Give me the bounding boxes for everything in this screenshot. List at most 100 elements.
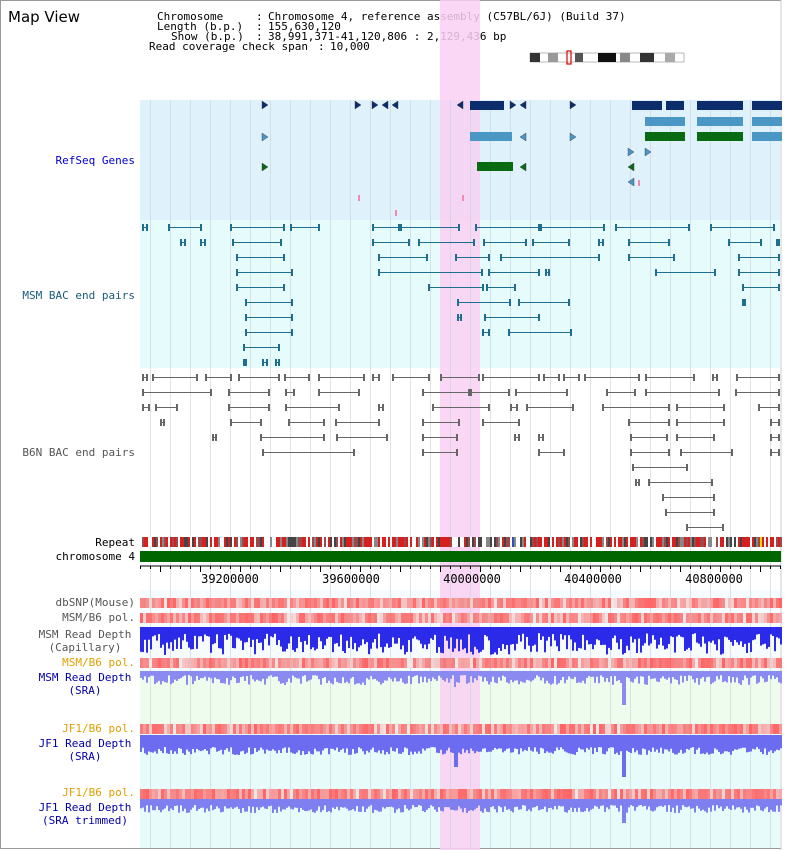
repeat-block xyxy=(662,537,664,547)
depth-bar xyxy=(240,799,242,813)
polymorphism-cell xyxy=(677,658,680,668)
polymorphism-cell xyxy=(662,613,665,623)
polymorphism-cell xyxy=(746,658,749,668)
polymorphism-cell xyxy=(725,658,728,668)
bac-end xyxy=(428,284,430,291)
polymorphism-cell xyxy=(197,724,200,734)
depth-bar xyxy=(556,671,558,685)
polymorphism-cell xyxy=(356,789,359,799)
polymorphism-cell xyxy=(362,598,365,608)
b6n-bac-label[interactable]: B6N BAC end pairs xyxy=(22,446,135,459)
polymorphism-cell xyxy=(683,724,686,734)
bac-end xyxy=(718,389,720,396)
polymorphism-cell xyxy=(389,613,392,623)
gene-marker xyxy=(638,180,640,186)
depth-bar xyxy=(722,735,724,754)
repeat-block xyxy=(174,537,176,547)
depth-bar xyxy=(392,627,394,638)
depth-bar xyxy=(350,799,352,811)
polymorphism-cell xyxy=(461,724,464,734)
bac-end xyxy=(291,299,293,306)
depth-bar xyxy=(680,671,682,676)
depth-bar xyxy=(416,671,418,676)
depth-bar xyxy=(266,671,268,679)
bac-end xyxy=(293,389,295,396)
depth-bar xyxy=(550,799,552,808)
repeat-block xyxy=(380,537,382,547)
polymorphism-cell xyxy=(422,598,425,608)
refseq-genes-track[interactable] xyxy=(261,100,782,216)
polymorphism-cell xyxy=(398,724,401,734)
polymorphism-cell xyxy=(332,598,335,608)
polymorphism-cell xyxy=(635,724,638,734)
polymorphism-strips[interactable] xyxy=(140,598,782,799)
depth-bar xyxy=(564,671,566,684)
depth-bar xyxy=(524,799,526,806)
polymorphism-cell xyxy=(707,598,710,608)
depth-bar xyxy=(554,799,556,807)
depth-bar xyxy=(294,735,296,754)
depth-bar xyxy=(160,671,162,685)
msm-bac-end-pairs-track[interactable] xyxy=(142,224,780,366)
polymorphism-cell xyxy=(491,658,494,668)
polymorphism-cell xyxy=(254,598,257,608)
polymorphism-cell xyxy=(239,613,242,623)
polymorphism-cell xyxy=(275,598,278,608)
b6n-bac-end-pairs-track[interactable] xyxy=(142,374,780,531)
bac-end xyxy=(288,419,290,426)
depth-bar xyxy=(664,735,666,750)
polymorphism-cell xyxy=(164,658,167,668)
depth-bar xyxy=(188,735,190,752)
polymorphism-cell xyxy=(653,724,656,734)
depth-bar xyxy=(216,627,218,635)
depth-bar xyxy=(410,799,412,809)
polymorphism-cell xyxy=(689,598,692,608)
polymorphism-cell xyxy=(242,724,245,734)
polymorphism-cell xyxy=(416,658,419,668)
depth-bar xyxy=(414,735,416,752)
bac-end xyxy=(736,374,738,381)
msm-bac-label[interactable]: MSM BAC end pairs xyxy=(22,289,135,302)
polymorphism-cell xyxy=(449,658,452,668)
axis-tick-label: 39200000 xyxy=(201,572,259,586)
repeat-block xyxy=(454,537,456,547)
depth-bar xyxy=(358,735,360,748)
bac-end xyxy=(632,464,634,471)
depth-bar xyxy=(194,735,196,753)
chromosome-ideogram[interactable] xyxy=(529,50,685,65)
depth-bar xyxy=(458,671,460,683)
refseq-genes-label[interactable]: RefSeq Genes xyxy=(55,154,135,167)
polymorphism-cell xyxy=(575,613,578,623)
bac-end xyxy=(458,419,460,426)
depth-bar xyxy=(712,671,714,683)
depth-bar xyxy=(674,627,676,653)
depth-bar xyxy=(374,735,376,753)
depth-bar xyxy=(740,627,742,642)
repeat-block xyxy=(436,537,438,547)
gene-marker xyxy=(462,195,464,201)
bac-end xyxy=(570,329,572,336)
repeat-block xyxy=(216,537,218,547)
polymorphism-cell xyxy=(695,789,698,799)
repeat-track[interactable] xyxy=(140,537,782,547)
polymorphism-cell xyxy=(539,658,542,668)
polymorphism-cell xyxy=(581,658,584,668)
depth-bar xyxy=(752,627,754,641)
depth-bar xyxy=(718,735,720,752)
polymorphism-cell xyxy=(686,613,689,623)
polymorphism-cell xyxy=(539,598,542,608)
depth-bar xyxy=(672,735,674,753)
bac-end xyxy=(280,239,282,246)
bac-end xyxy=(500,254,502,261)
polymorphism-cell xyxy=(770,789,773,799)
repeat-block xyxy=(404,537,406,547)
depth-bar xyxy=(766,799,768,807)
depth-bar xyxy=(176,627,178,649)
chromosome-4-bar[interactable] xyxy=(140,551,781,562)
read-depth-plots[interactable] xyxy=(140,627,782,823)
depth-bar xyxy=(222,627,224,655)
depth-bar xyxy=(758,735,760,750)
depth-bar xyxy=(142,627,144,653)
depth-bar xyxy=(440,627,442,653)
